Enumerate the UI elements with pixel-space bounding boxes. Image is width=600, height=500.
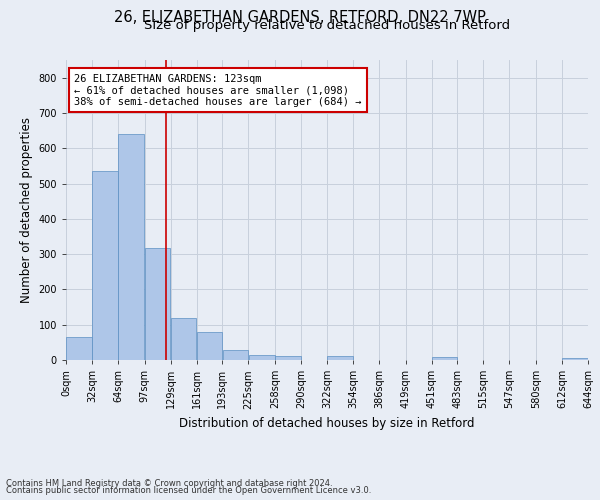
Title: Size of property relative to detached houses in Retford: Size of property relative to detached ho… <box>144 20 510 32</box>
Bar <box>562 358 588 360</box>
Bar <box>197 332 222 360</box>
Bar <box>248 355 275 360</box>
Bar <box>275 356 301 360</box>
Y-axis label: Number of detached properties: Number of detached properties <box>20 117 33 303</box>
Text: Contains HM Land Registry data © Crown copyright and database right 2024.: Contains HM Land Registry data © Crown c… <box>6 478 332 488</box>
Bar <box>327 356 353 360</box>
Text: 26, ELIZABETHAN GARDENS, RETFORD, DN22 7WP: 26, ELIZABETHAN GARDENS, RETFORD, DN22 7… <box>114 10 486 25</box>
X-axis label: Distribution of detached houses by size in Retford: Distribution of detached houses by size … <box>179 417 475 430</box>
Bar <box>66 337 92 360</box>
Bar <box>118 134 145 360</box>
Text: Contains public sector information licensed under the Open Government Licence v3: Contains public sector information licen… <box>6 486 371 495</box>
Bar <box>223 350 248 360</box>
Bar <box>145 248 170 360</box>
Text: 26 ELIZABETHAN GARDENS: 123sqm
← 61% of detached houses are smaller (1,098)
38% : 26 ELIZABETHAN GARDENS: 123sqm ← 61% of … <box>74 74 361 106</box>
Bar <box>171 318 196 360</box>
Bar <box>92 171 118 360</box>
Bar <box>432 357 457 360</box>
